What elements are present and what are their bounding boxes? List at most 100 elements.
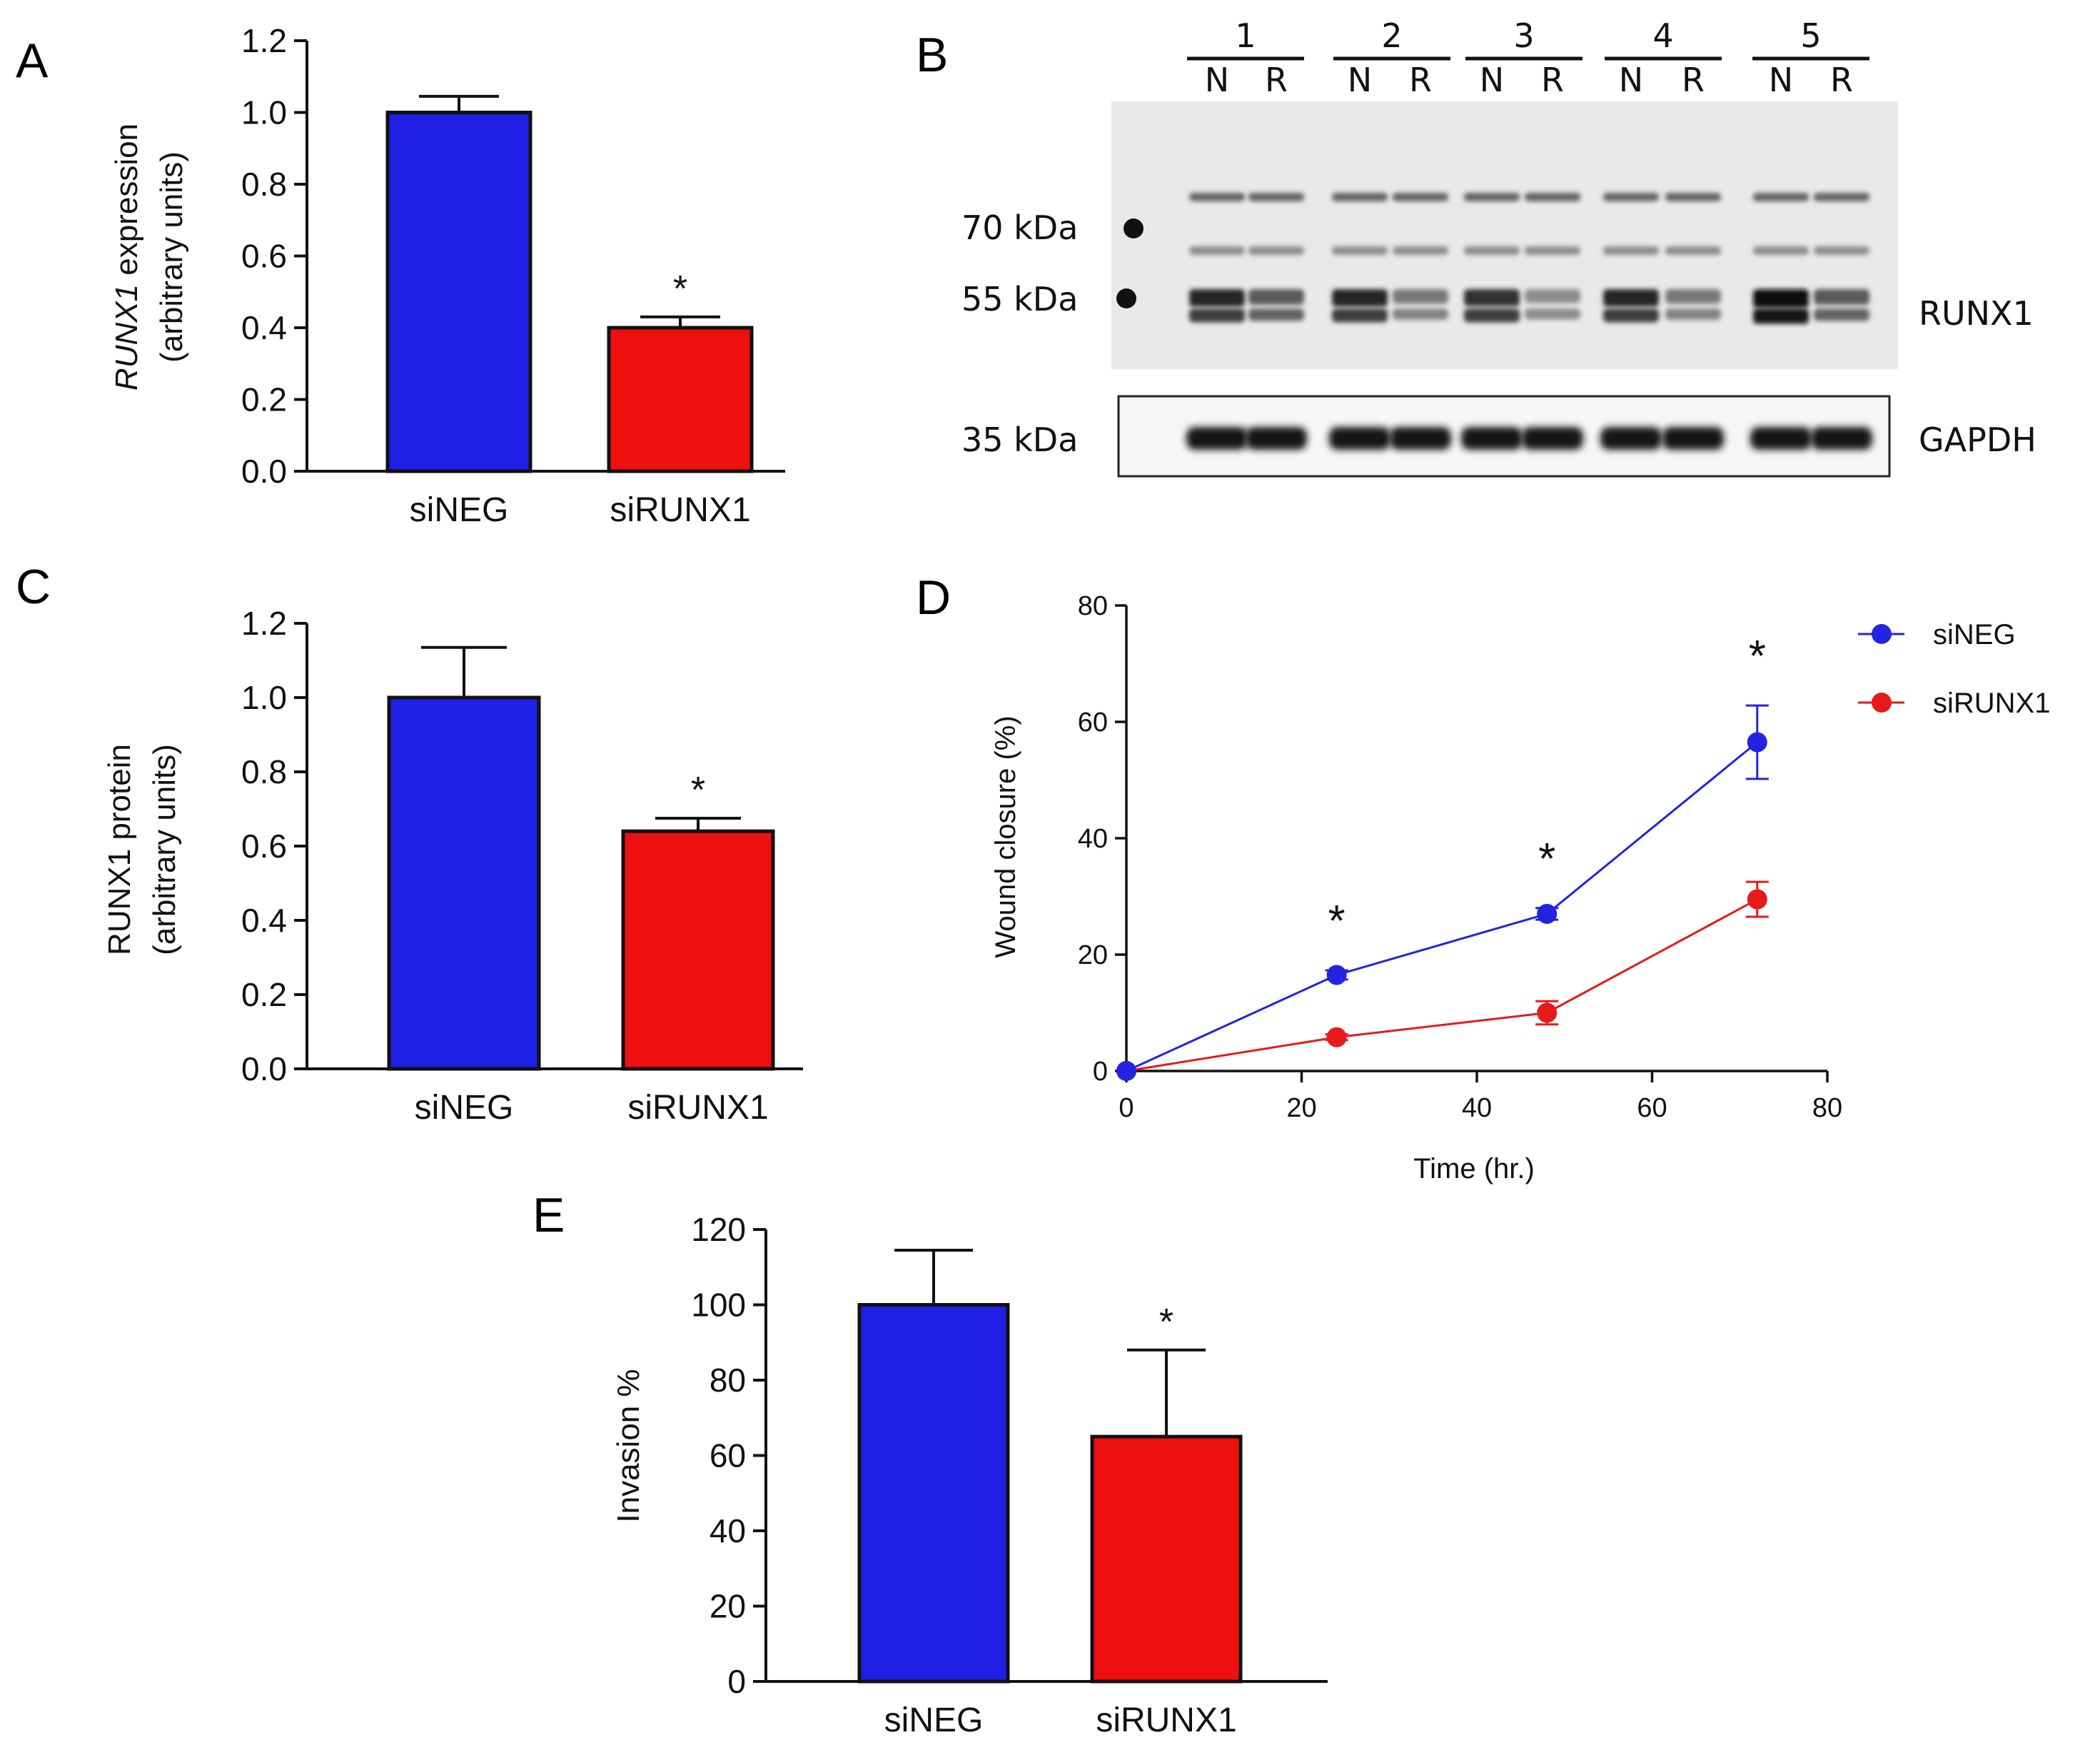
- panel-d-ytick-label: 0: [1093, 1057, 1108, 1087]
- panel-e-ytick-label: 40: [710, 1512, 746, 1549]
- marker-55kda: 55 kDa: [961, 280, 1078, 318]
- blot-band-runx1-upper: [1525, 289, 1580, 303]
- panel-e-ytick-label: 60: [710, 1437, 746, 1474]
- panel-d-series-line-sirunx1: [1126, 898, 1758, 1072]
- blot-band-runx1-lower: [1753, 308, 1809, 324]
- panel-e-bar-sirunx1: [1090, 1434, 1243, 1684]
- panel-a-bar-sirunx1: [607, 326, 754, 473]
- panel-e-category-label: siNEG: [884, 1701, 984, 1739]
- panel-e-significance-star: *: [1159, 1302, 1173, 1343]
- blot-band-runx1-lower: [1603, 308, 1659, 323]
- blot-band-faint: [1332, 193, 1388, 201]
- marker-70kda: 70 kDa: [961, 208, 1078, 247]
- blot-band-faint: [1464, 246, 1520, 255]
- lane-group-number: 3: [1513, 16, 1534, 55]
- blot-band-runx1-lower: [1665, 308, 1721, 320]
- lane-label-r: R: [1830, 61, 1853, 99]
- lane-label-n: N: [1205, 61, 1229, 99]
- panel-e-ylabel: Invasion %: [611, 1369, 646, 1522]
- panel-c-ytick-label: 0.4: [241, 902, 287, 939]
- panel-e-ytick-label: 100: [691, 1287, 746, 1324]
- lane-label-r: R: [1541, 61, 1564, 99]
- blot-band-faint: [1464, 193, 1520, 201]
- panel-d-xtick-label: 0: [1119, 1093, 1134, 1123]
- blot-band-faint: [1753, 193, 1809, 201]
- lane-group-number: 4: [1652, 16, 1673, 55]
- blot-band-faint: [1525, 193, 1580, 201]
- lane-label-n: N: [1348, 61, 1372, 99]
- blot-band-faint: [1665, 193, 1721, 201]
- panel-d-series-line-sineg: [1126, 741, 1758, 1072]
- panel-d-xtick-label: 80: [1812, 1093, 1842, 1123]
- panel-c-ytick-label: 0.2: [241, 976, 287, 1013]
- blot-band-runx1-upper: [1393, 289, 1448, 304]
- blot-band-gapdh: [1186, 427, 1248, 450]
- lane-label-n: N: [1769, 61, 1793, 99]
- panel-c-category-label: siNEG: [415, 1089, 514, 1127]
- lane-label-n: N: [1480, 61, 1504, 99]
- blot-band-faint: [1332, 246, 1388, 255]
- blot-band-faint: [1525, 246, 1580, 255]
- blot-band-gapdh: [1811, 427, 1872, 450]
- panel-a-bar-sineg: [385, 111, 532, 473]
- blot-band-faint: [1603, 246, 1659, 255]
- panel-e-category-label: siRUNX1: [1096, 1701, 1236, 1739]
- panel-d-point-sineg: [1537, 903, 1558, 924]
- panel-d-ylabel: Wound closure (%): [990, 715, 1021, 957]
- panel-d-point-sineg: [1116, 1061, 1136, 1081]
- blot-band-gapdh: [1246, 427, 1307, 450]
- blot-band-gapdh: [1329, 427, 1390, 450]
- ladder-dot-70: [1124, 218, 1144, 238]
- panel-label-d: D: [916, 570, 951, 625]
- panel-a-ytick-label: 0.0: [241, 453, 287, 490]
- panel-c-ytick-label: 0.0: [241, 1050, 287, 1087]
- panel-c-bar-sirunx1: [621, 829, 775, 1071]
- blot-band-runx1-upper: [1464, 289, 1520, 306]
- panel-a-ylabel-gene: RUNX1: [109, 284, 144, 391]
- blot-band-runx1-lower: [1814, 308, 1869, 321]
- blot-band-gapdh: [1390, 427, 1451, 450]
- blot-band-gapdh: [1522, 427, 1583, 450]
- panel-c-significance-star: *: [691, 770, 705, 811]
- band-label-gapdh: GAPDH: [1919, 421, 2036, 459]
- panel-c-ylabel-units: (arbitrary units): [147, 744, 182, 955]
- panel-c-ytick-label: 1.0: [241, 679, 287, 716]
- blot-membrane-runx1: [1111, 101, 1898, 369]
- blot-band-runx1-lower: [1189, 308, 1245, 323]
- blot-band-runx1-lower: [1332, 308, 1388, 323]
- panel-a-category-label: siNEG: [410, 491, 509, 529]
- panel-d-xtick-label: 20: [1286, 1093, 1316, 1123]
- blot-band-gapdh: [1461, 427, 1523, 450]
- panel-d-point-sirunx1: [1326, 1027, 1347, 1047]
- blot-band-runx1-upper: [1189, 289, 1245, 307]
- band-label-runx1: RUNX1: [1919, 294, 2034, 333]
- panel-d-significance-star: *: [1749, 632, 1766, 681]
- panel-e-ytick-label: 120: [691, 1211, 746, 1248]
- panel-d-ytick-label: 20: [1078, 940, 1108, 970]
- blot-band-faint: [1814, 246, 1869, 255]
- panel-d-point-sineg: [1326, 965, 1347, 985]
- panel-d-ytick-label: 60: [1078, 708, 1108, 738]
- panel-c-chart: 0.0 0.2 0.4 0.6 0.8 1.0 1.2 siNEG siRUNX1 * RUN…: [102, 605, 803, 1127]
- lane-group-number: 2: [1381, 16, 1402, 55]
- panel-d-xtick-label: 40: [1462, 1093, 1492, 1123]
- lane-group-number: 5: [1800, 16, 1821, 55]
- panel-d-point-sirunx1: [1537, 1002, 1558, 1023]
- blot-band-runx1-upper: [1332, 289, 1388, 307]
- blot-band-runx1-upper: [1603, 289, 1659, 307]
- panel-d-legend-label-sirunx1: siRUNX1: [1933, 688, 2050, 719]
- lane-label-r: R: [1682, 61, 1705, 99]
- panel-label-b: B: [916, 28, 948, 82]
- blot-band-runx1-lower: [1248, 308, 1304, 321]
- blot-band-runx1-upper: [1248, 289, 1304, 305]
- panel-a-ytick-label: 0.2: [241, 381, 287, 418]
- blot-band-faint: [1665, 246, 1721, 255]
- blot-band-runx1-lower: [1464, 308, 1520, 323]
- panel-d-legend-label-sineg: siNEG: [1933, 619, 2016, 650]
- panel-a-ylabel: RUNX1 expression: [109, 124, 144, 391]
- lane-label-r: R: [1265, 61, 1288, 99]
- panel-a-ytick-label: 1.2: [241, 22, 287, 59]
- panel-d-point-sirunx1: [1747, 889, 1767, 910]
- ladder-dot-55: [1116, 288, 1136, 308]
- lane-group-number: 1: [1235, 16, 1256, 55]
